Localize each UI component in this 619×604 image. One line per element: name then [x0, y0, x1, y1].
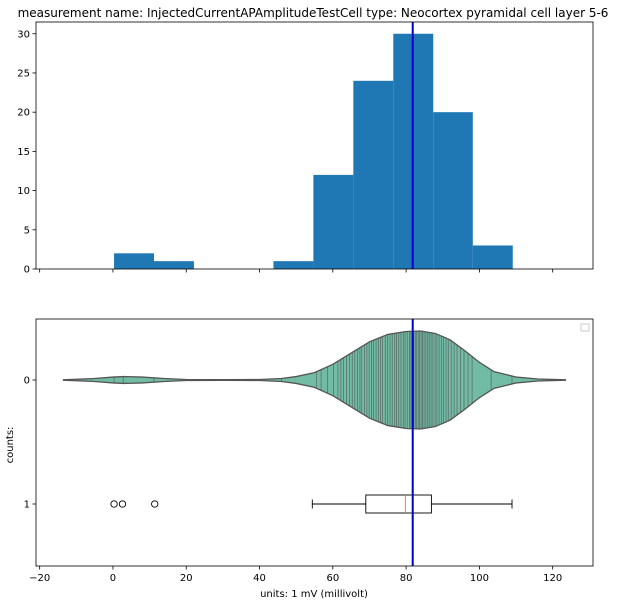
histogram-bars [114, 33, 513, 270]
box-outlier [118, 500, 127, 508]
histogram-bar-6 [353, 80, 394, 269]
chart-title: measurement name: InjectedCurrentAPAmpli… [18, 6, 609, 20]
y-axis-label: counts: [5, 427, 16, 464]
histogram-bar-9 [472, 245, 513, 269]
bottom-plot-frame [35, 318, 594, 567]
box-plot [110, 494, 513, 514]
histogram-bar-5 [313, 174, 354, 269]
box-iqr [365, 494, 432, 514]
bottom-x-tick-label: 20 [180, 573, 193, 584]
bottom-x-tick-label: 60 [326, 573, 339, 584]
bottom-x-tick-label: 120 [543, 573, 562, 584]
bottom-x-tick-label: 0 [110, 573, 116, 584]
top-y-tick-label: 20 [17, 108, 30, 119]
histogram-bar-1 [153, 261, 194, 269]
top-plot-frame [35, 21, 594, 270]
bottom-x-tick-label: −20 [29, 573, 50, 584]
histogram-bar-0 [114, 253, 154, 269]
bottom-y-axis: 01 [24, 376, 36, 511]
bottom-x-tick-label: 40 [253, 573, 266, 584]
empty-legend-box [580, 323, 590, 332]
top-y-axis: 0 5 10 15 20 25 30 [17, 29, 36, 276]
bottom-y-tick-label: 0 [24, 376, 30, 387]
violin-outline [62, 330, 567, 430]
violin-plot [62, 330, 567, 430]
bottom-y-tick-label: 1 [24, 500, 30, 511]
histogram-bar-4 [273, 261, 314, 269]
top-x-axis [39, 269, 554, 273]
bottom-x-axis: −20 0 20 40 60 80 100 120 [29, 566, 562, 584]
x-axis-label: units: 1 mV (millivolt) [260, 589, 368, 600]
bottom-x-tick-label: 100 [470, 573, 489, 584]
box-outlier [110, 500, 118, 508]
histogram-bar-8 [433, 112, 473, 269]
top-y-tick-label: 10 [17, 186, 30, 197]
top-y-tick-label: 0 [24, 265, 30, 276]
box-outlier [151, 500, 159, 508]
top-y-tick-label: 25 [17, 68, 30, 79]
violin-body [63, 331, 566, 429]
top-y-tick-label: 15 [17, 147, 30, 158]
bottom-x-tick-label: 80 [400, 573, 413, 584]
top-y-tick-label: 30 [17, 29, 30, 40]
top-y-tick-label: 5 [24, 225, 30, 236]
